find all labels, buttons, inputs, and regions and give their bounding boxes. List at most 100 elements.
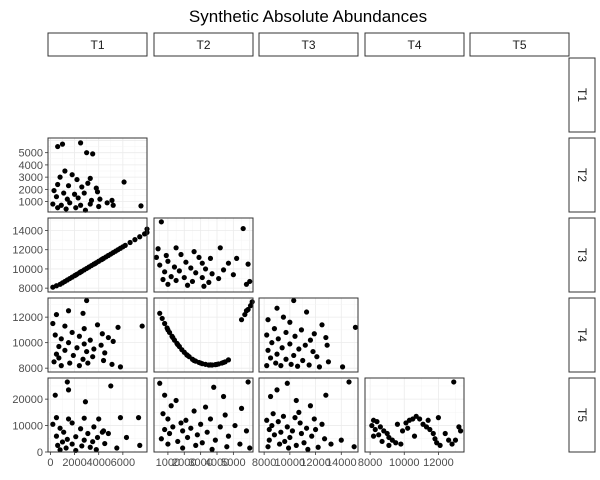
data-point (243, 428, 250, 434)
column-strips: T1 T2 T3 T4 T5 (47, 32, 570, 57)
data-point (209, 271, 215, 277)
data-point (265, 444, 271, 450)
data-point (162, 269, 168, 275)
data-point (84, 150, 90, 156)
data-point (65, 308, 72, 314)
data-point (351, 444, 357, 450)
data-point (73, 434, 79, 440)
data-point (456, 424, 462, 430)
panel-background (154, 378, 253, 452)
data-point (207, 362, 214, 368)
data-point (91, 424, 97, 430)
y-tick-label: 10000 (12, 421, 43, 433)
data-point (77, 140, 84, 146)
panel-t1-t2 (47, 137, 148, 213)
data-point (457, 428, 464, 434)
data-point (65, 387, 72, 393)
data-point (127, 239, 133, 246)
data-point (71, 191, 78, 197)
data-point (157, 380, 163, 386)
data-point (302, 342, 308, 348)
row-strip-label: T2 (575, 168, 589, 182)
data-point (96, 203, 102, 210)
row-strips: T1 T2 T3 T4 T5 (568, 57, 596, 453)
data-point (65, 183, 72, 189)
data-point (207, 255, 214, 261)
panel-t2-t3 (153, 217, 254, 293)
y-tick-label: 3000 (19, 172, 43, 184)
data-point (209, 446, 215, 452)
data-point (267, 355, 274, 361)
data-point (123, 434, 130, 441)
data-point (85, 430, 91, 437)
data-point (278, 429, 284, 435)
y-tick-label: 12000 (12, 245, 43, 257)
data-point (53, 433, 60, 439)
y-tick-label: 12000 (12, 312, 43, 324)
data-point (293, 442, 299, 448)
data-point (85, 180, 91, 186)
x-tick-label: 10000 (275, 457, 306, 469)
data-point (183, 259, 189, 265)
panel-border (153, 297, 254, 373)
data-point (165, 258, 171, 264)
data-point (53, 311, 60, 318)
chart-title: Synthetic Absolute Abundances (189, 7, 427, 26)
data-point (87, 337, 93, 343)
y-tick-label: 5000 (19, 148, 43, 160)
data-point (64, 436, 70, 442)
data-point (193, 442, 199, 448)
data-point (90, 151, 96, 157)
data-point (274, 387, 280, 393)
data-point (202, 266, 209, 272)
data-point (183, 417, 189, 423)
data-point (91, 346, 97, 352)
data-point (310, 348, 316, 355)
data-point (135, 415, 142, 421)
data-point (109, 361, 115, 367)
data-point (294, 363, 301, 369)
data-point (105, 334, 111, 341)
data-point (90, 354, 96, 360)
data-point (110, 202, 116, 208)
data-point (62, 347, 68, 353)
data-point (217, 245, 223, 251)
data-point (199, 440, 205, 446)
panel-background (48, 138, 147, 212)
data-point (346, 379, 352, 385)
data-point (165, 416, 171, 422)
panel-border (364, 377, 465, 453)
data-point (157, 262, 163, 268)
column-strip-t4 (364, 32, 465, 57)
data-point (77, 202, 84, 208)
data-point (76, 333, 82, 339)
data-point (437, 442, 443, 448)
data-point (102, 440, 108, 447)
data-point (300, 357, 306, 364)
data-point (217, 424, 223, 430)
data-point (452, 437, 459, 443)
row-strip-t3 (568, 217, 596, 293)
data-point (94, 322, 101, 328)
data-point (184, 282, 191, 288)
data-point (173, 245, 179, 251)
data-point (102, 350, 108, 356)
row-strip-label: T1 (575, 88, 589, 102)
data-point (168, 403, 174, 409)
panel-t2-t5 (153, 377, 254, 453)
data-point (168, 274, 174, 280)
data-point (264, 417, 270, 423)
data-point (291, 297, 297, 304)
y-tick-label: 20000 (12, 394, 43, 406)
data-point (247, 445, 253, 451)
data-point (99, 256, 105, 262)
data-point (138, 203, 144, 209)
data-point (291, 352, 297, 359)
data-point (79, 184, 85, 190)
data-point (62, 323, 68, 329)
data-point (266, 437, 272, 443)
panel-t1-t3 (47, 217, 150, 293)
data-point (74, 345, 80, 351)
data-point (316, 364, 323, 370)
data-point (114, 445, 120, 451)
